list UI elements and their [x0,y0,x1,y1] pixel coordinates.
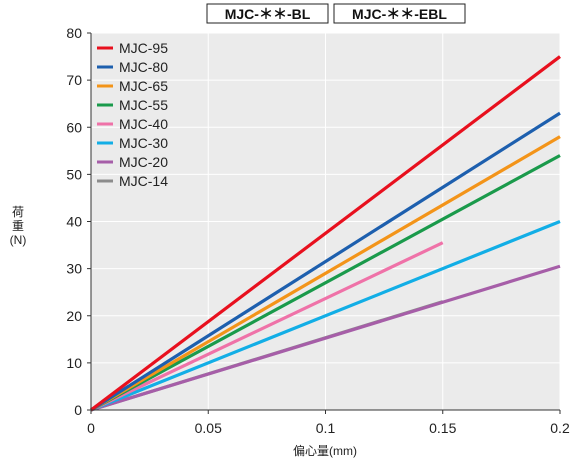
x-tick-label-4: 0.2 [550,420,570,436]
x-tick-label-0: 0 [87,420,95,436]
x-tick-label-3: 0.15 [429,420,456,436]
y-axis-title-part-0: 荷 [12,205,24,219]
y-ticks: 0 10 20 30 40 50 60 70 80 [66,25,91,418]
y-tick-label-5: 50 [66,166,82,182]
series-line-4 [90,241,444,412]
legend-label-6: MJC-20 [119,154,168,170]
series-line-0 [90,55,561,412]
series-line-2 [90,135,561,412]
legend: MJC-95 MJC-80 MJC-65 MJC-55 MJC-40 MJC-30 MJC-… [97,40,168,189]
series-line-5 [90,220,561,412]
header-box-ebl [333,3,466,24]
legend-label-3: MJC-55 [119,97,168,113]
series-line-1 [90,111,561,412]
x-tick-label-1: 0.05 [195,420,222,436]
y-tick-label-8: 80 [66,25,82,41]
header-label-ebl: MJC-＊＊-EBL [352,6,447,22]
header-label-bl: MJC-＊＊-BL [225,6,311,22]
x-ticks: 0 0.05 0.1 0.15 0.2 [87,410,570,436]
x-axis-title: 偏心量(mm) [293,443,357,458]
series-lines [90,55,561,412]
y-tick-label-4: 40 [66,214,82,230]
legend-label-7: MJC-14 [119,173,168,189]
legend-label-5: MJC-30 [119,135,168,151]
y-tick-label-3: 30 [66,261,82,277]
header-labels: MJC-＊＊-BL MJC-＊＊-EBL [206,3,466,24]
series-line-3 [90,154,561,412]
y-tick-label-6: 60 [66,119,82,135]
y-axis-title-part-2: (N) [10,233,27,247]
x-tick-label-2: 0.1 [316,420,336,436]
y-tick-label-2: 20 [66,308,82,324]
legend-label-2: MJC-65 [119,78,168,94]
legend-label-1: MJC-80 [119,59,168,75]
legend-label-0: MJC-95 [119,40,168,56]
series-line-6 [90,264,561,412]
y-axis-title: 荷重(N) [10,205,27,247]
y-tick-label-1: 10 [66,355,82,371]
y-axis-title-part-1: 重 [12,219,24,233]
grid [91,32,561,410]
y-tick-label-0: 0 [74,402,82,418]
legend-label-4: MJC-40 [119,116,168,132]
header-box-bl [206,3,329,24]
y-tick-label-7: 70 [66,72,82,88]
